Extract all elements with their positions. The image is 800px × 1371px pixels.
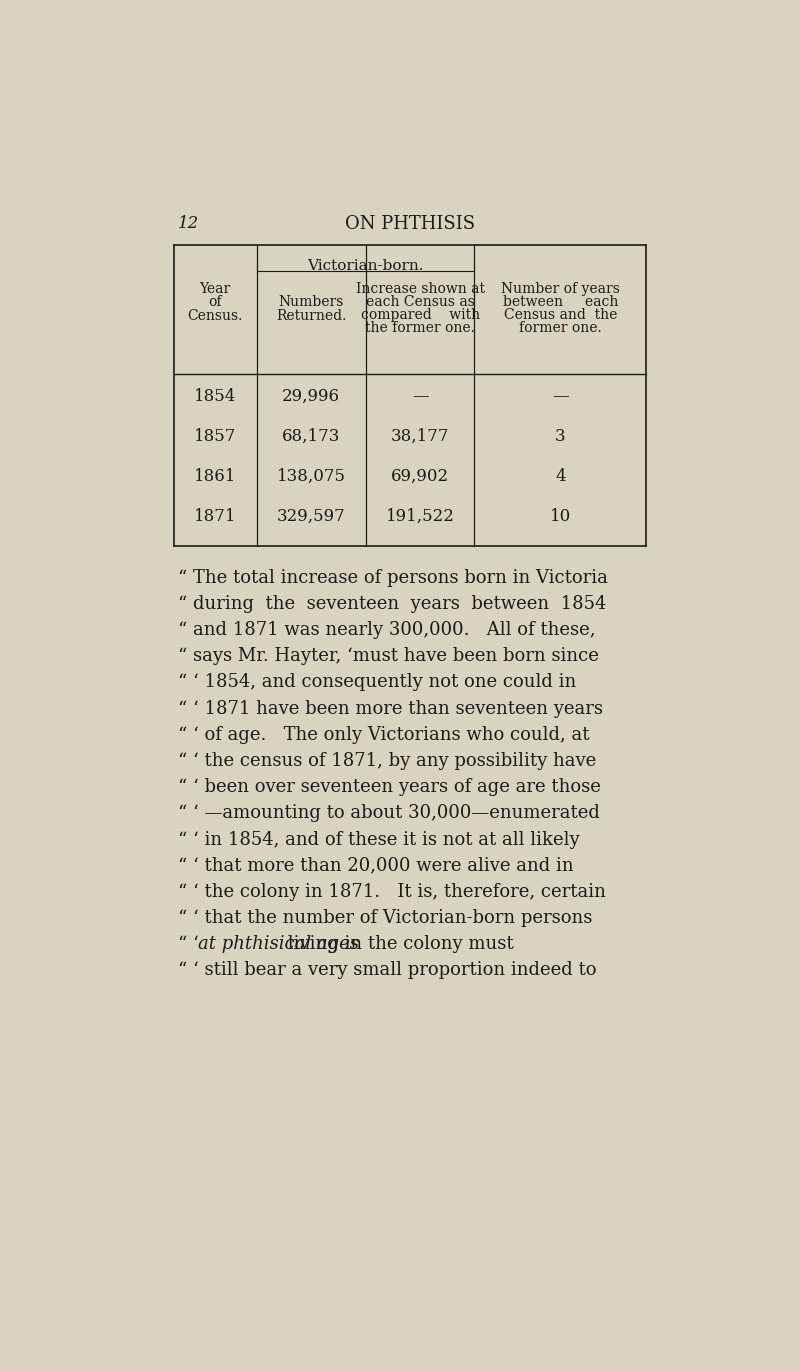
Text: “ says Mr. Hayter, ‘must have been born since: “ says Mr. Hayter, ‘must have been born … [178,647,598,665]
Text: 10: 10 [550,507,571,525]
Text: —: — [552,388,569,404]
Text: 68,173: 68,173 [282,428,340,444]
Text: Census.: Census. [187,310,242,324]
Text: 1861: 1861 [194,468,236,485]
Text: “ ‘ that the number of Victorian-born persons: “ ‘ that the number of Victorian-born pe… [178,909,592,927]
Text: 1857: 1857 [194,428,236,444]
Text: of: of [208,295,222,310]
Text: 3: 3 [555,428,566,444]
Text: the former one.: the former one. [365,321,475,335]
Text: 29,996: 29,996 [282,388,340,404]
Text: 191,522: 191,522 [386,507,454,525]
Text: each Census as: each Census as [366,295,474,308]
Text: compared    with: compared with [361,307,480,322]
Text: Victorian-born.: Victorian-born. [307,259,424,273]
Text: Increase shown at: Increase shown at [355,281,485,296]
Text: “ and 1871 was nearly 300,000.   All of these,: “ and 1871 was nearly 300,000. All of th… [178,621,595,639]
Text: former one.: former one. [519,321,602,335]
Text: “ ‘ 1871 have been more than seventeen years: “ ‘ 1871 have been more than seventeen y… [178,699,602,717]
Text: Number of years: Number of years [501,281,620,296]
Text: 4: 4 [555,468,566,485]
Text: at phthisical ages: at phthisical ages [198,935,359,953]
Text: Census and  the: Census and the [504,307,617,322]
Text: “ The total increase of persons born in Victoria: “ The total increase of persons born in … [178,569,607,587]
Text: ON PHTHISIS: ON PHTHISIS [345,215,475,233]
Text: 38,177: 38,177 [391,428,450,444]
Text: “ ‘ still bear a very small proportion indeed to: “ ‘ still bear a very small proportion i… [178,961,596,979]
Text: 1854: 1854 [194,388,236,404]
Text: “ ‘ of age.   The only Victorians who could, at: “ ‘ of age. The only Victorians who coul… [178,725,589,744]
Text: Numbers: Numbers [278,295,344,310]
Text: —: — [412,388,428,404]
Text: living in the colony must: living in the colony must [282,935,514,953]
Text: between     each: between each [502,295,618,308]
Text: “ ‘ the census of 1871, by any possibility have: “ ‘ the census of 1871, by any possibili… [178,753,596,771]
Text: “ ‘ —amounting to about 30,000—enumerated: “ ‘ —amounting to about 30,000—enumerate… [178,805,599,823]
Text: “ ‘ the colony in 1871.   It is, therefore, certain: “ ‘ the colony in 1871. It is, therefore… [178,883,606,901]
Text: “ ‘ that more than 20,000 were alive and in: “ ‘ that more than 20,000 were alive and… [178,857,573,875]
Text: “ ‘ 1854, and consequently not one could in: “ ‘ 1854, and consequently not one could… [178,673,576,691]
Text: “ during  the  seventeen  years  between  1854: “ during the seventeen years between 185… [178,595,606,613]
Text: 329,597: 329,597 [277,507,346,525]
Text: Returned.: Returned. [276,310,346,324]
Text: “ ‘ been over seventeen years of age are those: “ ‘ been over seventeen years of age are… [178,779,600,797]
Text: 69,902: 69,902 [391,468,449,485]
Text: “ ‘ in 1854, and of these it is not at all likely: “ ‘ in 1854, and of these it is not at a… [178,831,579,849]
Text: “ ‘: “ ‘ [178,935,204,953]
Text: Year: Year [199,281,230,296]
Text: 1871: 1871 [194,507,236,525]
Text: 12: 12 [178,215,198,232]
Text: 138,075: 138,075 [277,468,346,485]
